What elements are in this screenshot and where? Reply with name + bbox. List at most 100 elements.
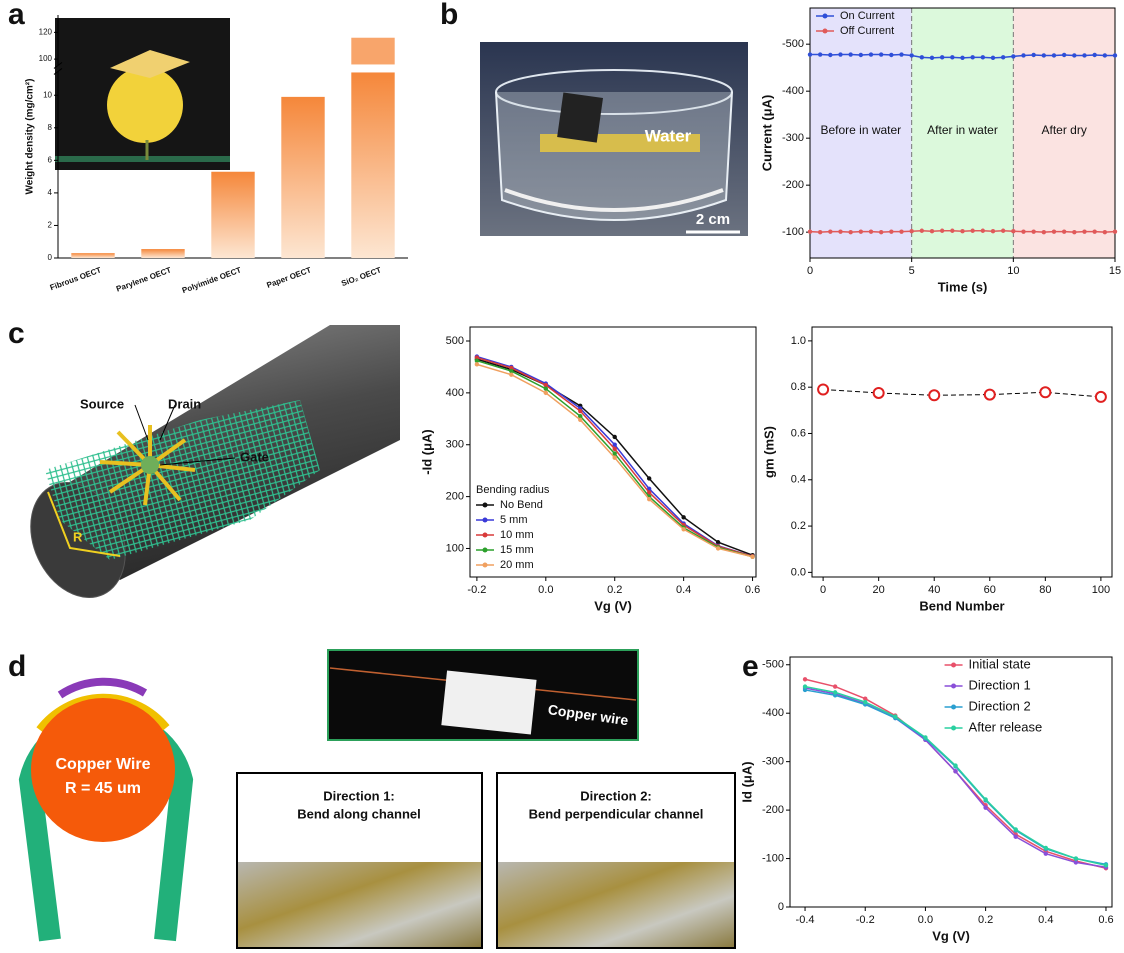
legend-title: Bending radius <box>476 484 550 496</box>
data-point <box>808 52 812 56</box>
y-tick-label: -200 <box>782 179 804 191</box>
data-point <box>750 555 754 559</box>
x-tick-label: 20 <box>873 584 885 596</box>
data-point <box>874 388 884 398</box>
data-point <box>681 515 685 519</box>
x-tick-label: 100 <box>1092 584 1110 596</box>
data-point <box>1104 863 1108 867</box>
data-point <box>1092 53 1096 57</box>
data-point <box>1074 860 1078 864</box>
bar <box>351 72 394 258</box>
data-point <box>953 763 957 767</box>
series-line <box>805 690 1106 864</box>
data-point <box>838 52 842 56</box>
data-point <box>869 229 873 233</box>
data-point <box>985 390 995 400</box>
legend-label: After release <box>969 719 1043 734</box>
data-point <box>1001 229 1005 233</box>
y-axis-title: Id (μA) <box>739 761 754 802</box>
panel-label: d <box>8 650 26 683</box>
y-tick-label: 0.0 <box>791 566 806 578</box>
y-tick-label: -500 <box>762 659 784 671</box>
y-tick-label: -500 <box>782 38 804 50</box>
flower-photo <box>55 18 230 170</box>
y-tick-label: -300 <box>782 132 804 144</box>
legend-label: 10 mm <box>500 529 534 541</box>
x-axis-title: Time (s) <box>938 279 988 294</box>
x-tick-label: 60 <box>984 584 996 596</box>
region-label: After dry <box>1041 123 1086 137</box>
legend-swatch <box>823 29 828 34</box>
y-tick-label: 0 <box>778 901 784 913</box>
x-tick-label: -0.2 <box>467 584 486 596</box>
data-point <box>950 229 954 233</box>
data-point <box>1014 827 1018 831</box>
data-point <box>983 805 987 809</box>
legend-swatch <box>951 684 956 689</box>
data-point <box>647 497 651 501</box>
y-axis-title: -Id (μA) <box>419 429 434 475</box>
y-tick-label: 500 <box>446 335 464 347</box>
x-tick-label: 0.2 <box>607 584 622 596</box>
y-tick-label: 0.6 <box>791 427 806 439</box>
diagram-label: Drain <box>168 396 201 411</box>
data-point <box>1011 54 1015 58</box>
data-point <box>983 797 987 801</box>
data-point <box>475 362 479 366</box>
data-point <box>940 55 944 59</box>
x-tick-label: Paper OECT <box>265 265 312 289</box>
data-point <box>1042 230 1046 234</box>
y-tick-label: 1.0 <box>791 335 806 347</box>
bar <box>71 253 114 258</box>
x-tick-label: 40 <box>928 584 940 596</box>
data-point <box>578 409 582 413</box>
data-point <box>1052 53 1056 57</box>
data-point <box>991 56 995 60</box>
legend-label: Direction 1 <box>969 677 1031 692</box>
x-tick-label: 0.4 <box>676 584 691 596</box>
plot-frame <box>812 327 1112 577</box>
diagram-label: Copper Wire <box>56 756 151 773</box>
data-point <box>909 229 913 233</box>
y-tick-label: 400 <box>446 387 464 399</box>
data-point <box>1031 53 1035 57</box>
inset-title: Direction 1: <box>323 788 395 803</box>
data-point <box>1044 852 1048 856</box>
legend-swatch <box>483 548 488 553</box>
x-tick-label: 80 <box>1039 584 1051 596</box>
bar <box>281 97 324 258</box>
bar <box>141 249 184 258</box>
data-point <box>681 527 685 531</box>
data-point <box>803 684 807 688</box>
legend-swatch <box>951 726 956 731</box>
y-tick-label: 0 <box>48 253 53 262</box>
data-point <box>859 229 863 233</box>
series-line <box>805 688 1106 867</box>
data-point <box>613 435 617 439</box>
data-point <box>1072 230 1076 234</box>
diagram-label: Gate <box>240 449 269 464</box>
cylinder-diagram <box>13 325 400 613</box>
y-tick-label: 200 <box>446 491 464 503</box>
series-line <box>805 687 1106 866</box>
panel-label: b <box>440 0 458 31</box>
legend-label: Off Current <box>840 25 894 37</box>
x-tick-label: 5 <box>909 265 915 277</box>
legend-swatch <box>483 503 488 508</box>
data-point <box>899 229 903 233</box>
x-axis-title: Vg (V) <box>594 598 632 613</box>
y-tick-label: 100 <box>39 54 53 63</box>
data-point <box>1074 856 1078 860</box>
data-point <box>920 229 924 233</box>
y-tick-label: 100 <box>446 542 464 554</box>
data-point <box>929 390 939 400</box>
panel-label: a <box>8 0 25 31</box>
data-point <box>647 476 651 480</box>
data-point <box>1082 229 1086 233</box>
data-point <box>803 677 807 681</box>
y-tick-label: -100 <box>762 852 784 864</box>
data-point <box>848 52 852 56</box>
data-point <box>1014 835 1018 839</box>
data-point <box>859 53 863 57</box>
data-point <box>889 229 893 233</box>
